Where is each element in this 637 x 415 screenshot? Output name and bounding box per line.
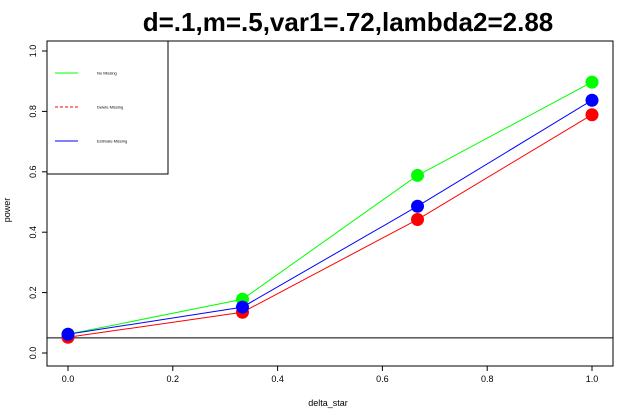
x-axis-label: delta_star [308, 398, 348, 408]
series-line [67, 99, 593, 335]
data-point [585, 108, 599, 122]
legend-label: No Missing [97, 71, 117, 76]
x-tick-label: 0.4 [271, 374, 284, 384]
series-line [67, 81, 593, 335]
x-tick-label: 0.2 [167, 374, 180, 384]
y-tick-label: 0.6 [28, 166, 38, 179]
data-point [585, 75, 599, 89]
data-point [411, 199, 425, 213]
legend-label: Estimate Missing [97, 139, 127, 144]
plot-frame [46, 40, 614, 367]
x-tick-label: 1.0 [586, 374, 599, 384]
plot-area [46, 40, 614, 367]
data-point [411, 168, 425, 182]
series-line [67, 114, 593, 338]
data-point [61, 327, 75, 341]
data-point [585, 93, 599, 107]
y-tick-label: 1.0 [28, 45, 38, 58]
y-axis-label: power [2, 198, 12, 223]
y-tick-label: 0.4 [28, 226, 38, 239]
y-tick-label: 0.2 [28, 286, 38, 299]
x-tick-label: 0.6 [376, 374, 389, 384]
x-axis: 0.0 0.2 0.4 0.6 0.8 1.0 [62, 366, 599, 384]
x-tick-label: 0.8 [481, 374, 494, 384]
y-tick-label: 0.0 [28, 347, 38, 360]
data-point [235, 300, 249, 314]
y-axis: 0.0 0.2 0.4 0.6 0.8 1.0 [28, 45, 47, 360]
legend: No Missing Delete Missing Estimate Missing [46, 40, 169, 175]
legend-label: Delete Missing [97, 105, 123, 110]
data-point [411, 213, 425, 227]
x-tick-label: 0.0 [62, 374, 75, 384]
chart-title: d=.1,m=.5,var1=.72,lambda2=2.88 [143, 7, 554, 37]
y-tick-label: 0.8 [28, 105, 38, 118]
